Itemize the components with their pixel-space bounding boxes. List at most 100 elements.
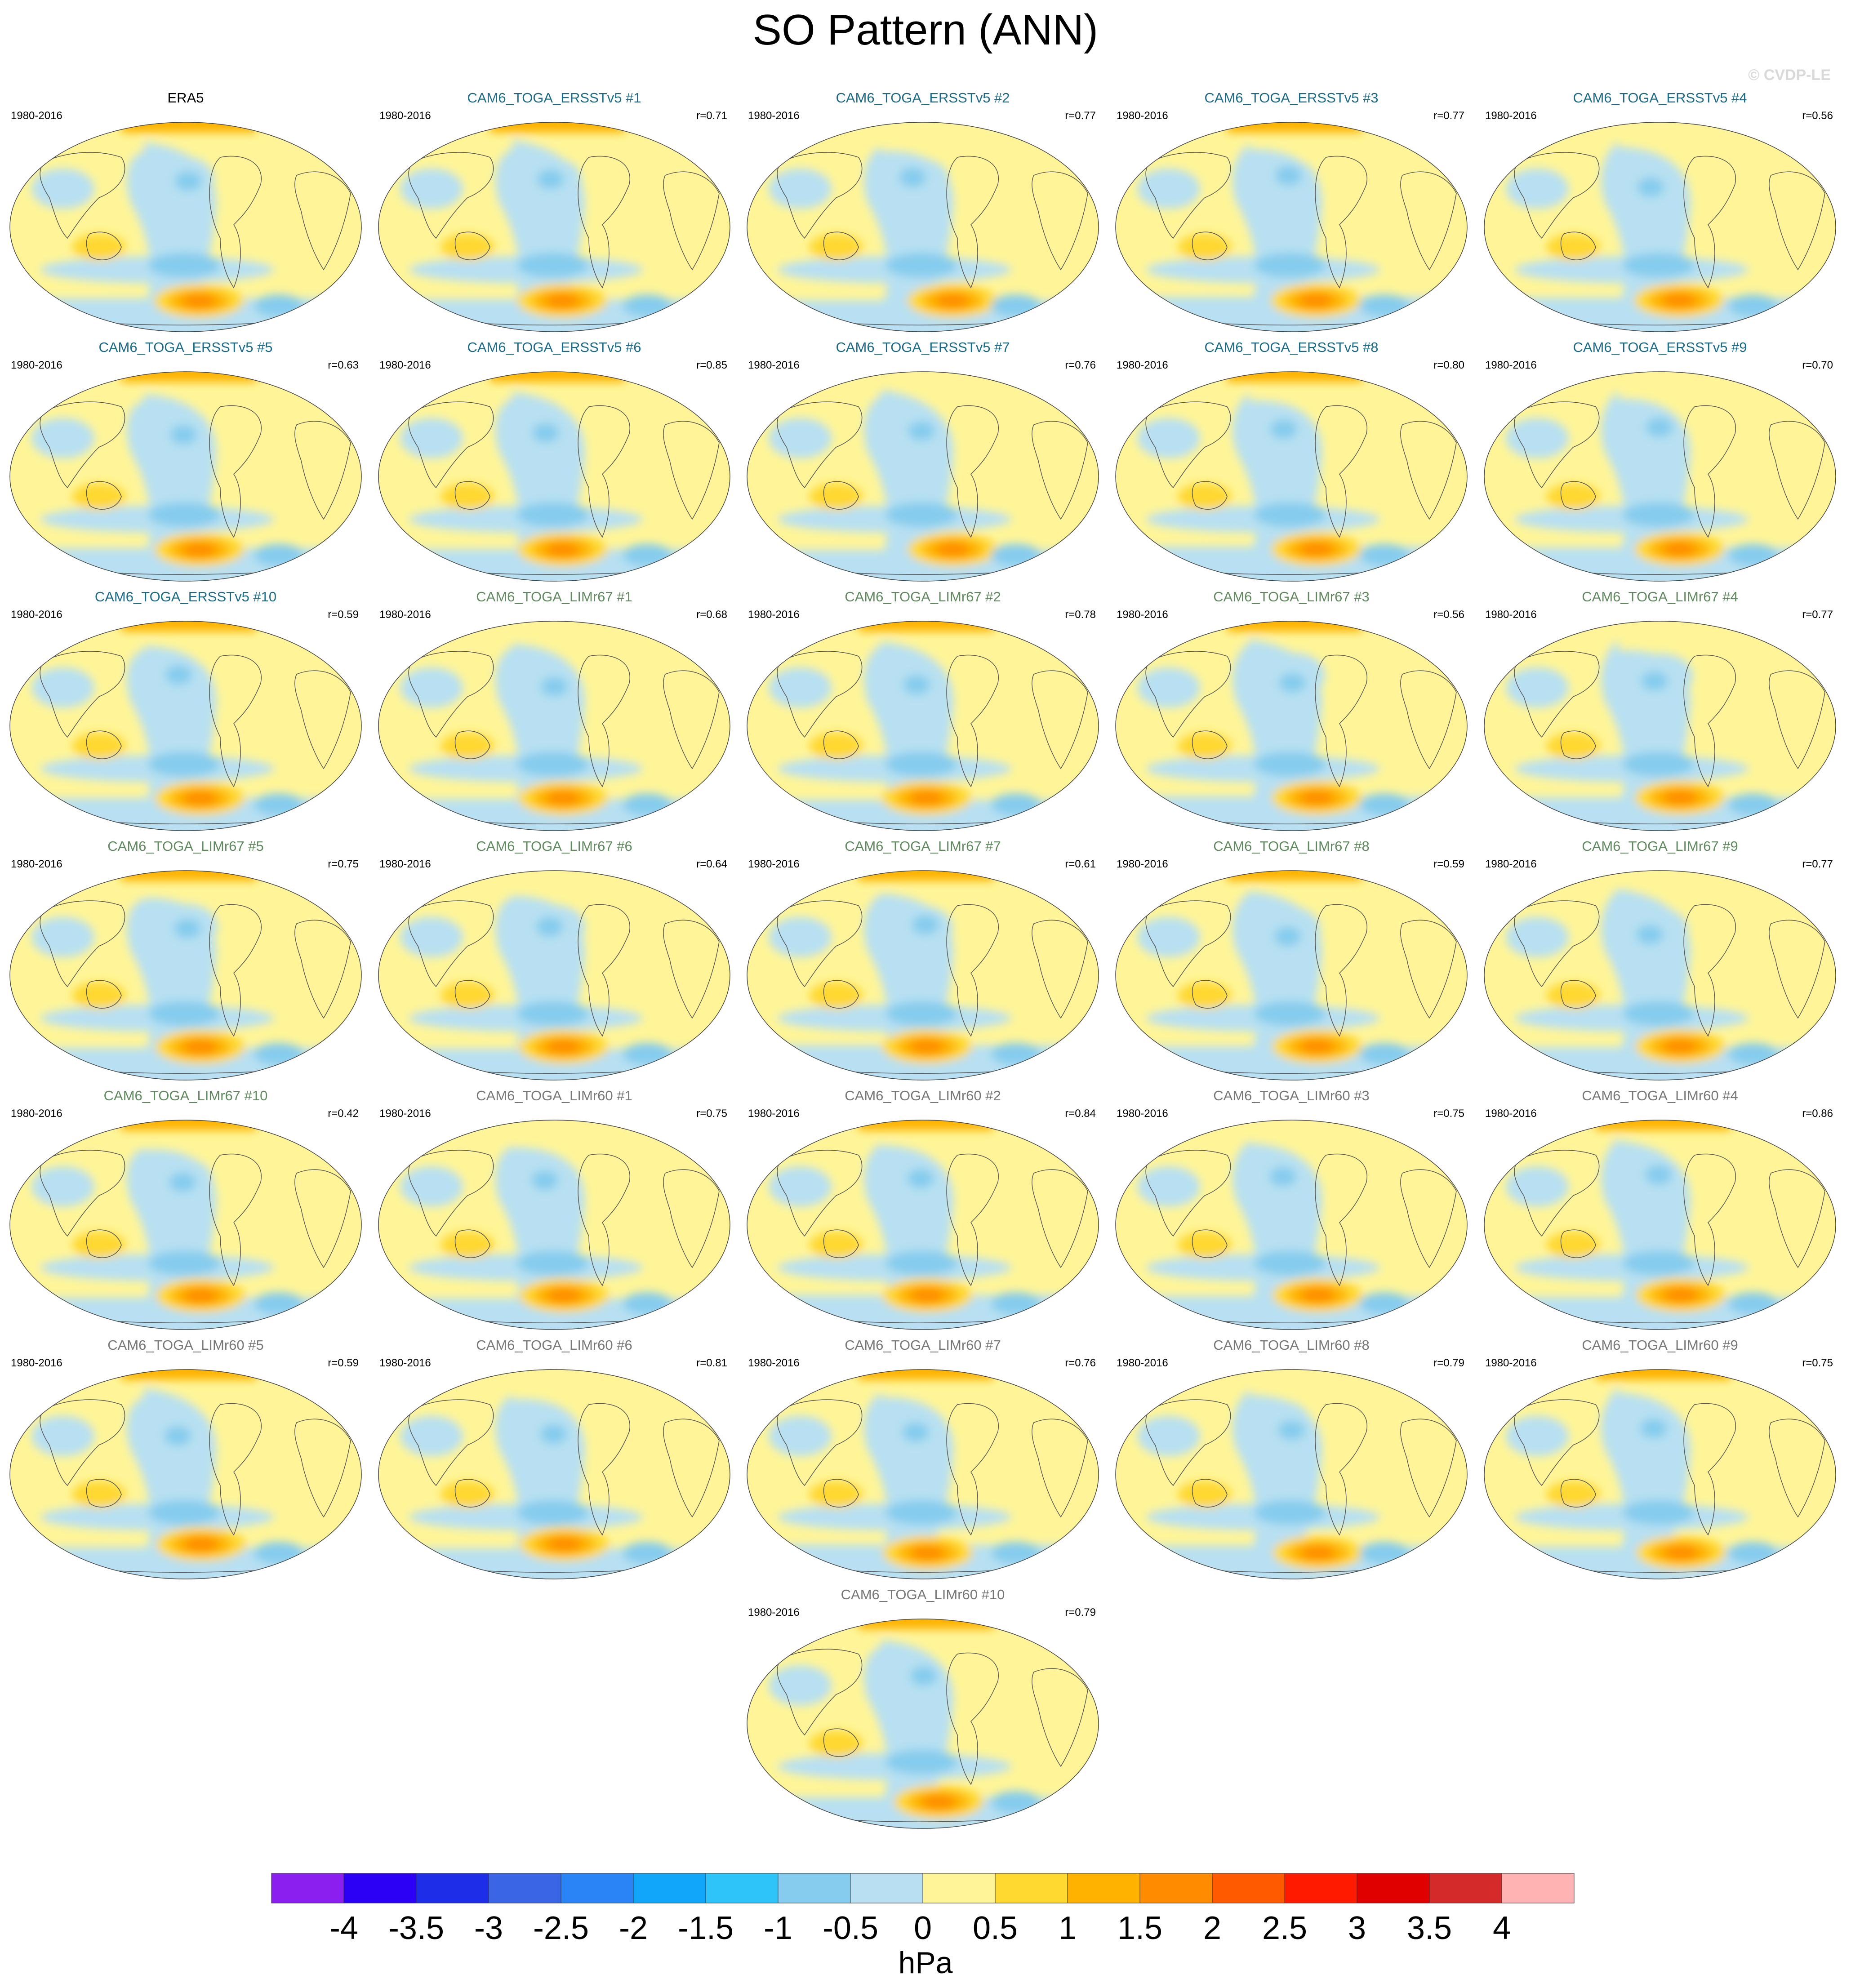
panel-title: CAM6_TOGA_ERSSTv5 #10	[94, 589, 277, 605]
colorbar-swatch	[778, 1873, 851, 1903]
panel-title: CAM6_TOGA_LIMr67 #6	[476, 838, 632, 854]
map-panel: CAM6_TOGA_LIMr67 #2 1980-2016 r=0.78	[741, 589, 1105, 831]
colorbar-tick-label: -2	[619, 1910, 648, 1946]
colorbar-swatch	[561, 1873, 634, 1903]
colorbar-swatch	[1501, 1873, 1575, 1903]
panel-period: 1980-2016	[748, 609, 800, 621]
panel-period: 1980-2016	[1485, 858, 1537, 870]
colorbar-tick-label: -3	[474, 1910, 503, 1946]
panel-period: 1980-2016	[748, 359, 800, 371]
panel-correlation: r=0.80	[1433, 359, 1464, 371]
panel-title: CAM6_TOGA_LIMr60 #10	[841, 1587, 1005, 1602]
map-field	[378, 122, 730, 332]
panel-title: CAM6_TOGA_LIMr67 #10	[103, 1088, 268, 1103]
panel-correlation: r=0.42	[328, 1107, 359, 1120]
panel-correlation: r=0.77	[1802, 858, 1833, 870]
map-panel: CAM6_TOGA_LIMr60 #3 1980-2016 r=0.75	[1109, 1088, 1473, 1330]
panel-title: CAM6_TOGA_ERSSTv5 #9	[1573, 339, 1747, 355]
panel-title: CAM6_TOGA_LIMr67 #2	[845, 589, 1001, 605]
map-field	[1115, 371, 1468, 582]
panel-period: 1980-2016	[748, 1107, 800, 1120]
map-field	[9, 371, 362, 582]
colorbar-tick-label: 2	[1203, 1910, 1221, 1946]
panel-correlation: r=0.77	[1433, 110, 1464, 122]
panel-period: 1980-2016	[748, 1606, 800, 1619]
panel-period: 1980-2016	[1117, 609, 1168, 621]
map-field	[1115, 870, 1468, 1081]
panel-correlation: r=0.76	[1065, 359, 1096, 371]
map-panel: CAM6_TOGA_LIMr67 #10 1980-2016 r=0.42	[4, 1088, 368, 1330]
panel-period: 1980-2016	[11, 1357, 62, 1369]
panel-period: 1980-2016	[379, 110, 431, 122]
panel-period: 1980-2016	[11, 1107, 62, 1120]
map-panel: CAM6_TOGA_LIMr60 #7 1980-2016 r=0.76	[741, 1337, 1105, 1579]
map-field	[9, 1120, 362, 1330]
map-panel: CAM6_TOGA_ERSSTv5 #2 1980-2016 r=0.77	[741, 90, 1105, 332]
panel-title: CAM6_TOGA_ERSSTv5 #4	[1573, 90, 1747, 106]
map-field	[747, 1619, 1099, 1829]
colorbar-swatch	[488, 1873, 561, 1903]
panel-title: CAM6_TOGA_LIMr67 #3	[1213, 589, 1370, 605]
map-panel: CAM6_TOGA_LIMr60 #4 1980-2016 r=0.86	[1478, 1088, 1842, 1330]
panel-correlation: r=0.86	[1802, 1107, 1833, 1120]
colorbar-swatch	[343, 1873, 417, 1903]
map-panel: CAM6_TOGA_LIMr67 #1 1980-2016 r=0.68	[372, 589, 736, 831]
map-panel: CAM6_TOGA_LIMr67 #7 1980-2016 r=0.61	[741, 838, 1105, 1081]
map-panel: CAM6_TOGA_ERSSTv5 #7 1980-2016 r=0.76	[741, 339, 1105, 582]
panel-correlation: r=0.75	[328, 858, 359, 870]
colorbar-swatch	[922, 1873, 996, 1903]
map-field	[9, 1369, 362, 1579]
panel-period: 1980-2016	[748, 858, 800, 870]
map-panel: CAM6_TOGA_LIMr67 #5 1980-2016 r=0.75	[4, 838, 368, 1081]
panel-title: CAM6_TOGA_ERSSTv5 #8	[1204, 339, 1379, 355]
panel-title: CAM6_TOGA_LIMr67 #4	[1582, 589, 1738, 605]
panel-title: CAM6_TOGA_ERSSTv5 #3	[1204, 90, 1379, 106]
map-panel: CAM6_TOGA_ERSSTv5 #9 1980-2016 r=0.70	[1478, 339, 1842, 582]
map-field	[9, 122, 362, 332]
map-panel: ERA5 1980-2016	[4, 90, 368, 332]
map-field	[1484, 1120, 1836, 1330]
colorbar-tick-label: 0	[914, 1910, 932, 1946]
panel-period: 1980-2016	[379, 359, 431, 371]
panel-correlation: r=0.56	[1433, 609, 1464, 621]
panel-correlation: r=0.78	[1065, 609, 1096, 621]
map-field	[378, 870, 730, 1081]
panel-period: 1980-2016	[379, 1357, 431, 1369]
map-panel: CAM6_TOGA_ERSSTv5 #6 1980-2016 r=0.85	[372, 339, 736, 582]
colorbar-tick-label: 3	[1348, 1910, 1366, 1946]
panel-correlation: r=0.71	[696, 110, 727, 122]
colorbar-swatch	[1284, 1873, 1357, 1903]
map-panel: CAM6_TOGA_LIMr60 #6 1980-2016 r=0.81	[372, 1337, 736, 1579]
panel-correlation: r=0.77	[1802, 609, 1833, 621]
panel-period: 1980-2016	[1117, 1357, 1168, 1369]
colorbar-tick-label: 0.5	[973, 1910, 1018, 1946]
map-field	[378, 371, 730, 582]
colorbar-tick-label: -0.5	[823, 1910, 878, 1946]
panel-period: 1980-2016	[748, 110, 800, 122]
panel-period: 1980-2016	[11, 359, 62, 371]
map-field	[378, 1120, 730, 1330]
colorbar-swatch	[1139, 1873, 1213, 1903]
map-panel: CAM6_TOGA_ERSSTv5 #4 1980-2016 r=0.56	[1478, 90, 1842, 332]
colorbar-swatch	[1357, 1873, 1430, 1903]
panel-title: CAM6_TOGA_LIMr60 #2	[845, 1088, 1001, 1103]
panel-correlation: r=0.68	[696, 609, 727, 621]
panel-title: CAM6_TOGA_LIMr67 #8	[1213, 838, 1370, 854]
colorbar-swatch	[705, 1873, 779, 1903]
panel-correlation: r=0.56	[1802, 110, 1833, 122]
map-panel: CAM6_TOGA_LIMr60 #5 1980-2016 r=0.59	[4, 1337, 368, 1579]
panel-title: CAM6_TOGA_LIMr60 #8	[1213, 1337, 1370, 1353]
panel-title: CAM6_TOGA_LIMr67 #1	[476, 589, 632, 605]
panel-period: 1980-2016	[748, 1357, 800, 1369]
map-panel: CAM6_TOGA_LIMr60 #9 1980-2016 r=0.75	[1478, 1337, 1842, 1579]
colorbar-swatch	[1067, 1873, 1140, 1903]
map-field	[1484, 122, 1836, 332]
panel-period: 1980-2016	[1117, 359, 1168, 371]
map-panel: CAM6_TOGA_ERSSTv5 #5 1980-2016 r=0.63	[4, 339, 368, 582]
map-field	[1115, 1369, 1468, 1579]
map-field	[747, 122, 1099, 332]
map-field	[747, 1369, 1099, 1579]
panel-correlation: r=0.59	[328, 609, 359, 621]
colorbar-tick-label: -4	[329, 1910, 358, 1946]
map-panel: CAM6_TOGA_ERSSTv5 #1 1980-2016 r=0.71	[372, 90, 736, 332]
